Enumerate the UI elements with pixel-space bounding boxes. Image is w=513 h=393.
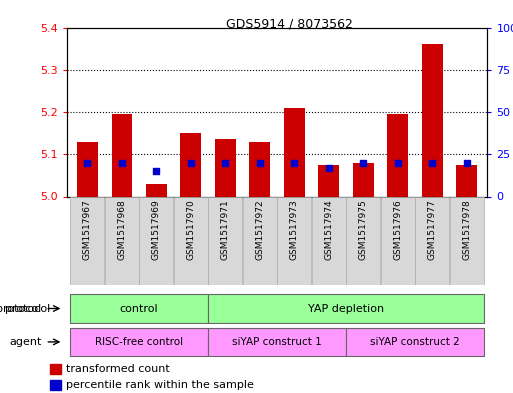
FancyBboxPatch shape <box>70 328 208 356</box>
Bar <box>319 165 339 196</box>
Text: GSM1517971: GSM1517971 <box>221 199 230 260</box>
Bar <box>284 108 305 196</box>
Point <box>187 160 195 166</box>
Bar <box>77 141 97 196</box>
Point <box>428 160 436 166</box>
FancyBboxPatch shape <box>70 196 105 285</box>
Text: GSM1517976: GSM1517976 <box>393 199 402 260</box>
Text: GSM1517967: GSM1517967 <box>83 199 92 260</box>
Point <box>290 160 299 166</box>
Bar <box>387 114 408 196</box>
Bar <box>422 44 443 196</box>
Bar <box>50 380 61 390</box>
FancyBboxPatch shape <box>105 196 139 285</box>
Text: GDS5914 / 8073562: GDS5914 / 8073562 <box>226 18 352 31</box>
Text: RISC-free control: RISC-free control <box>95 337 183 347</box>
FancyBboxPatch shape <box>208 196 242 285</box>
Text: siYAP construct 1: siYAP construct 1 <box>232 337 322 347</box>
Bar <box>181 133 201 196</box>
Bar <box>50 364 61 374</box>
FancyBboxPatch shape <box>381 196 415 285</box>
Bar <box>111 114 132 196</box>
Text: protocol: protocol <box>0 303 42 314</box>
Point <box>359 160 367 166</box>
Text: GSM1517970: GSM1517970 <box>186 199 195 260</box>
FancyBboxPatch shape <box>174 196 208 285</box>
Text: transformed count: transformed count <box>66 364 170 374</box>
Bar <box>353 163 373 196</box>
Text: GSM1517974: GSM1517974 <box>324 199 333 260</box>
Text: YAP depletion: YAP depletion <box>308 303 384 314</box>
Text: protocol: protocol <box>5 303 50 314</box>
Bar <box>249 141 270 196</box>
FancyBboxPatch shape <box>243 196 277 285</box>
FancyBboxPatch shape <box>312 196 346 285</box>
Text: GSM1517972: GSM1517972 <box>255 199 264 260</box>
Bar <box>457 165 477 196</box>
Text: GSM1517968: GSM1517968 <box>117 199 126 260</box>
Point <box>463 160 471 166</box>
Text: percentile rank within the sample: percentile rank within the sample <box>66 380 254 390</box>
Point <box>221 160 229 166</box>
FancyBboxPatch shape <box>208 328 346 356</box>
FancyBboxPatch shape <box>346 196 380 285</box>
Point <box>325 165 333 171</box>
FancyBboxPatch shape <box>346 328 484 356</box>
Point <box>255 160 264 166</box>
Text: agent: agent <box>9 337 42 347</box>
Text: siYAP construct 2: siYAP construct 2 <box>370 337 460 347</box>
FancyBboxPatch shape <box>70 294 208 323</box>
Text: GSM1517977: GSM1517977 <box>428 199 437 260</box>
FancyBboxPatch shape <box>208 294 484 323</box>
Bar <box>215 140 235 196</box>
Point <box>393 160 402 166</box>
FancyBboxPatch shape <box>139 196 173 285</box>
Point <box>152 168 161 174</box>
Bar <box>146 184 167 196</box>
Text: GSM1517975: GSM1517975 <box>359 199 368 260</box>
Text: GSM1517973: GSM1517973 <box>290 199 299 260</box>
Text: control: control <box>120 303 159 314</box>
FancyBboxPatch shape <box>449 196 484 285</box>
Point <box>83 160 91 166</box>
FancyBboxPatch shape <box>277 196 311 285</box>
Point <box>118 160 126 166</box>
FancyBboxPatch shape <box>415 196 449 285</box>
Text: GSM1517969: GSM1517969 <box>152 199 161 260</box>
Text: GSM1517978: GSM1517978 <box>462 199 471 260</box>
